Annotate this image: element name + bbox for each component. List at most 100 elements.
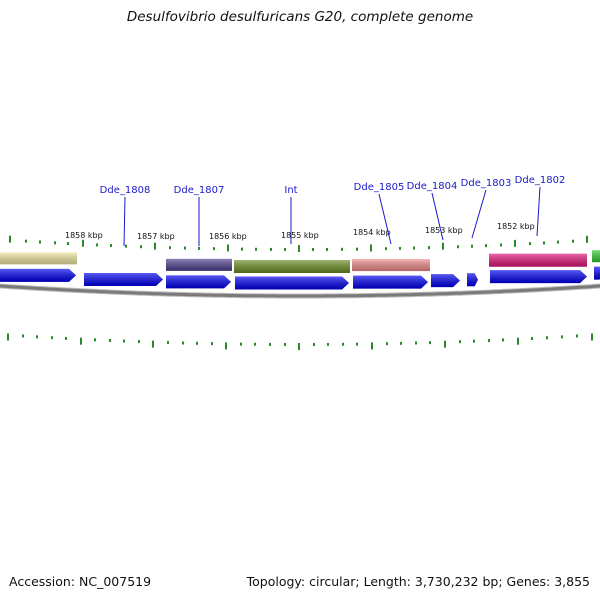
genome-summary: Topology: circular; Length: 3,730,232 bp… (246, 574, 590, 589)
label-leader-line (431, 192, 444, 241)
gene-label[interactable]: Dde_1807 (174, 185, 225, 196)
tick-mark (225, 342, 227, 350)
tick-label: 1856 kbp (209, 232, 247, 241)
tick-mark (531, 337, 533, 341)
tick-mark (198, 246, 200, 250)
gene-label[interactable]: Dde_1805 (354, 182, 405, 193)
tick-mark (109, 338, 111, 342)
tick-mark (269, 342, 271, 346)
tick-label: 1857 kbp (137, 232, 175, 241)
tick-mark (96, 243, 98, 247)
tick-mark (591, 333, 593, 341)
tick-mark (298, 244, 300, 252)
tick-mark (65, 336, 67, 340)
genome-backbone (0, 283, 600, 299)
label-leader-line (471, 189, 487, 239)
outer-tick-marks (9, 235, 588, 252)
tick-mark (9, 235, 11, 243)
tick-mark (529, 242, 531, 246)
tick-label: 1854 kbp (353, 228, 391, 237)
tick-mark (485, 244, 487, 248)
tick-mark (371, 342, 373, 350)
tick-mark (94, 338, 96, 342)
tick-mark (211, 342, 213, 346)
tick-mark (386, 342, 388, 346)
tick-mark (241, 247, 243, 251)
tick-mark (67, 242, 69, 246)
tick-mark (298, 342, 300, 350)
accession-label: Accession: NC_007519 (9, 574, 152, 589)
tick-mark (227, 244, 229, 252)
tick-mark (473, 339, 475, 343)
tick-mark (182, 341, 184, 345)
tick-mark (196, 341, 198, 345)
tick-mark (442, 242, 444, 250)
gene-label[interactable]: Dde_1803 (461, 178, 512, 189)
cds-arrow-track (0, 266, 600, 290)
tick-mark (444, 340, 446, 348)
tick-mark (255, 247, 257, 251)
tick-mark (270, 247, 272, 251)
genome-title: Desulfovibrio desulfuricans G20, complet… (126, 9, 474, 25)
tick-mark (576, 334, 578, 338)
tick-mark (413, 246, 415, 250)
tick-mark (459, 340, 461, 344)
tick-mark (356, 342, 358, 346)
tick-mark (546, 336, 548, 340)
tick-mark (428, 246, 430, 250)
tick-mark (125, 244, 127, 248)
tick-mark (54, 241, 56, 245)
tick-mark (25, 239, 27, 243)
tick-mark (110, 244, 112, 248)
tick-mark (341, 247, 343, 251)
tick-mark (284, 247, 286, 251)
tick-label: 1855 kbp (281, 231, 319, 240)
tick-mark (82, 239, 84, 247)
tick-mark (167, 341, 169, 345)
tick-mark (312, 247, 314, 251)
tick-label: 1852 kbp (497, 222, 535, 231)
tick-mark (152, 340, 154, 348)
label-leader-line (536, 186, 541, 237)
tick-mark (22, 334, 24, 338)
tick-mark (213, 247, 215, 251)
gene-label[interactable]: Dde_1802 (515, 175, 566, 186)
tick-mark (327, 342, 329, 346)
gene-label[interactable]: Dde_1804 (407, 181, 458, 192)
tick-mark (385, 247, 387, 251)
tick-mark (80, 337, 82, 345)
tick-mark (184, 246, 186, 250)
tick-mark (557, 240, 559, 244)
position-tick-labels: 1858 kbp 1857 kbp 1856 kbp 1855 kbp 1854 kbp… (65, 222, 535, 241)
gene-label[interactable]: Int (284, 185, 297, 196)
tick-mark (123, 339, 125, 343)
tick-mark (500, 243, 502, 247)
gene-labels: Dde_1808 Dde_1807 Int Dde_1805 Dde_1804 Dde_1… (100, 175, 566, 247)
label-leader-line (123, 196, 126, 247)
tick-label: 1853 kbp (425, 226, 463, 235)
inner-tick-marks (7, 333, 593, 350)
tick-mark (356, 247, 358, 251)
domain-feature-track (0, 250, 600, 273)
tick-mark (254, 342, 256, 346)
gene-label[interactable]: Dde_1808 (100, 185, 151, 196)
tick-mark (370, 244, 372, 252)
tick-mark (471, 244, 473, 248)
tick-mark (400, 341, 402, 345)
tick-mark (326, 247, 328, 251)
tick-mark (140, 245, 142, 249)
tick-mark (415, 341, 417, 345)
tick-mark (586, 235, 588, 243)
tick-mark (169, 246, 171, 250)
tick-mark (517, 337, 519, 345)
tick-mark (7, 333, 9, 341)
tick-mark (342, 342, 344, 346)
tick-mark (51, 336, 53, 340)
label-leader-line (378, 193, 392, 245)
tick-mark (36, 335, 38, 339)
tick-mark (39, 240, 41, 244)
tick-mark (138, 340, 140, 344)
tick-mark (543, 241, 545, 245)
backbone-line (0, 284, 600, 298)
